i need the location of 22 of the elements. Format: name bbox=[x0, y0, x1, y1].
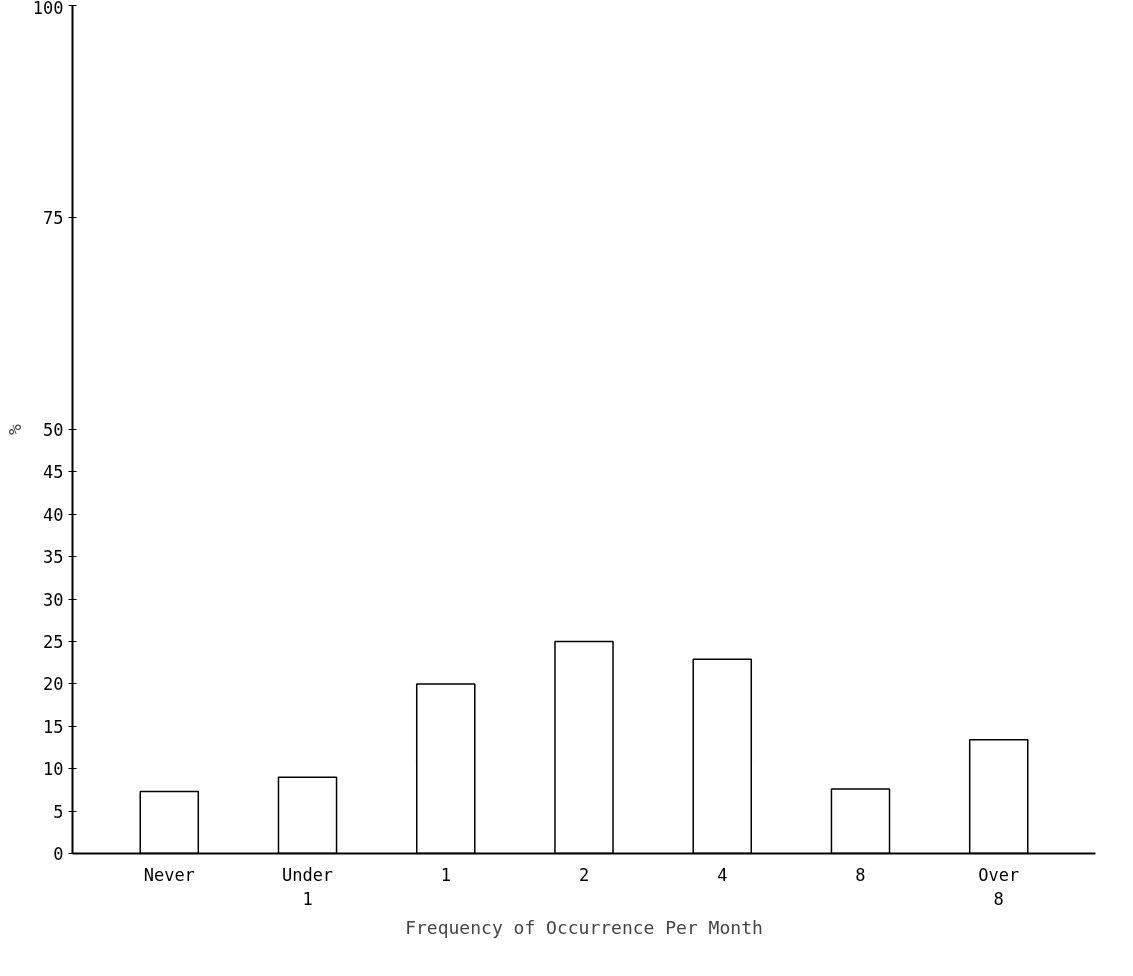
x-tick-label: 1 bbox=[440, 864, 451, 885]
x-tick-label: Over 8 bbox=[978, 864, 1020, 909]
x-tick-label: 2 bbox=[578, 864, 590, 885]
x-tick-label: 8 bbox=[855, 864, 866, 885]
y-axis-title: % bbox=[3, 423, 25, 435]
y-tick-label: 50 bbox=[43, 420, 64, 440]
y-tick-label: 45 bbox=[43, 462, 64, 483]
y-tick-label: 100 bbox=[32, 0, 64, 18]
y-tick-label: 10 bbox=[43, 759, 64, 780]
y-tick-label: 20 bbox=[43, 674, 64, 695]
y-tick-label: 5 bbox=[53, 801, 64, 822]
y-tick-label: 25 bbox=[43, 632, 64, 652]
y-tick-label: 35 bbox=[43, 547, 64, 568]
x-tick-label: 4 bbox=[717, 864, 728, 885]
x-tick-label: Never bbox=[143, 864, 195, 885]
x-axis-title: Frequency of Occurrence Per Month bbox=[405, 916, 763, 938]
y-tick-label: 40 bbox=[43, 504, 64, 525]
y-tick-label: 30 bbox=[43, 589, 64, 610]
y-tick-label: 75 bbox=[43, 208, 64, 228]
x-tick-label: Under 1 bbox=[281, 864, 334, 909]
y-tick-label: 0 bbox=[53, 844, 64, 864]
y-tick-label: 15 bbox=[43, 716, 64, 737]
